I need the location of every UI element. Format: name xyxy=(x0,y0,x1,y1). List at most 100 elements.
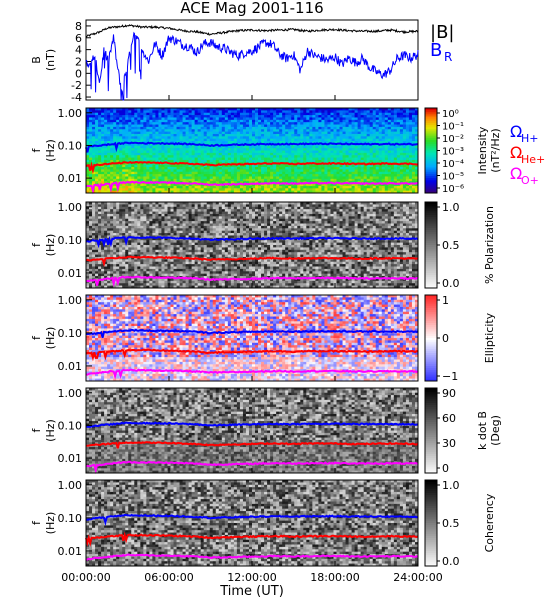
heatmap-cells-intensity xyxy=(86,108,419,194)
y-axis-label: f xyxy=(30,242,43,247)
colorbar-tick-label: 10⁰ xyxy=(442,109,459,120)
y-tick-label: 0.10 xyxy=(58,512,83,525)
colorbar-tick-label: 10⁻² xyxy=(442,134,464,145)
panel-coherency: 1.00 0.10 0.01 f (Hz) 1.0 0.5 0.0 Coherency xyxy=(30,479,496,568)
y-tick-label: 1.00 xyxy=(58,387,83,400)
legend-omega-subscript: O+ xyxy=(521,174,539,187)
y-axis-unit: (nT) xyxy=(44,49,57,71)
colorbar-tick-label: 0.5 xyxy=(442,239,460,252)
overlay-O-line xyxy=(85,180,419,195)
colorbar-tick-label: 90 xyxy=(442,387,456,400)
heatmap-cells-coherency xyxy=(86,480,419,567)
y-tick-label: 0.10 xyxy=(58,234,83,247)
legend-br-subscript: R xyxy=(444,50,452,64)
colorbar-coherency: 1.0 0.5 0.0 Coherency xyxy=(424,479,496,568)
y-tick-label: 1.00 xyxy=(58,294,83,307)
colorbar-tick-label: 60 xyxy=(442,412,456,425)
panel-polarization: 1.00 0.10 0.01 f (Hz) 1.0 0.5 0.0 % Polarization xyxy=(30,201,496,290)
y-tick-label: 0.01 xyxy=(58,360,83,373)
legend-omega-He: Ω xyxy=(510,143,522,162)
y-tick-label: 6 xyxy=(75,32,82,45)
colorbar-unit: (nT²/Hz) xyxy=(489,128,502,172)
colorbar-polarization: 1.0 0.5 0.0 % Polarization xyxy=(424,201,496,290)
colorbar-tick-label: 10⁻¹ xyxy=(442,122,464,133)
colorbar-intensity: 10⁰ 10⁻¹10⁻² 10⁻³10⁻⁴ 10⁻⁵10⁻⁶ Intensity (nT²… xyxy=(424,107,502,195)
y-axis-unit: (Hz) xyxy=(44,139,57,162)
field-legend: |B|B R xyxy=(430,22,454,64)
colorbar-label: Coherency xyxy=(483,493,496,552)
x-tick-label: 00:00:00 xyxy=(61,571,110,584)
colorbar-tick-label: 30 xyxy=(442,437,456,450)
y-axis-unit: (Hz) xyxy=(44,234,57,257)
y-axis-label: f xyxy=(30,520,43,525)
legend-br: B xyxy=(430,40,442,61)
x-tick-label: 18:00:00 xyxy=(310,571,359,584)
colorbar-tick-label: 10⁻⁴ xyxy=(442,159,464,170)
legend-omega-subscript: H+ xyxy=(521,132,539,145)
heatmap-cells-kdotb xyxy=(86,388,419,474)
colorbar-tick-label: 10⁻⁶ xyxy=(442,184,464,195)
y-axis-unit: (Hz) xyxy=(44,327,57,350)
heatmap-cells-polarization xyxy=(86,202,419,289)
panel-intensity: 1.00 0.10 0.01 f (Hz) 10⁰ 10⁻¹10⁻² 10⁻³10⁻⁴ 10⁻⁵… xyxy=(30,107,502,195)
y-tick-label: 0.01 xyxy=(58,172,83,185)
y-axis-label: f xyxy=(30,427,43,432)
overlay-H-line xyxy=(85,141,419,153)
y-tick-label: 1.00 xyxy=(58,479,83,492)
y-axis-unit: (Hz) xyxy=(44,512,57,535)
y-axis-label: f xyxy=(30,335,43,340)
overlay-He-line xyxy=(85,531,419,547)
overlay-He-line xyxy=(85,348,418,362)
heatmap-cells-ellipticity xyxy=(86,295,419,382)
colorbar-tick-label: −1 xyxy=(442,370,458,383)
y-tick-label: 0.10 xyxy=(58,327,83,340)
overlay-O-line xyxy=(85,368,419,380)
colorbar-label: % Polarization xyxy=(483,206,496,284)
panel-ellipticity: 1.00 0.10 0.01 f (Hz) 1 0 −1 Ellipticity xyxy=(30,294,496,383)
y-tick-label: 2 xyxy=(75,55,82,68)
x-tick-label: 06:00:00 xyxy=(144,571,193,584)
overlay-He-line xyxy=(85,160,419,175)
y-tick-label: 0.10 xyxy=(58,419,83,432)
y-tick-label: 1.00 xyxy=(58,201,83,214)
colorbar-tick-label: 1.0 xyxy=(442,201,460,214)
colorbar-unit: (Deg) xyxy=(489,415,502,446)
overlay-H-line xyxy=(85,328,419,339)
colorbar-tick-label: 0 xyxy=(442,332,449,345)
x-tick-label: 24:00:00 xyxy=(393,571,442,584)
colorbar-tick-label: 0.0 xyxy=(442,277,460,290)
overlay-He-line xyxy=(85,255,419,268)
x-tick-label: 12:00:00 xyxy=(227,571,276,584)
colorbar-frame xyxy=(424,387,438,474)
overlay-H-line xyxy=(85,235,419,249)
y-tick-label: 0.01 xyxy=(58,545,83,558)
legend-omega-H: Ω xyxy=(510,122,522,141)
y-axis-label: f xyxy=(30,147,43,152)
legend-bmag: |B| xyxy=(430,22,454,43)
series-line-br xyxy=(85,31,419,101)
colorbar-tick-label: 0.0 xyxy=(442,555,460,568)
chart-title: ACE Mag 2001-116 xyxy=(180,0,323,17)
overlay-He-line xyxy=(85,441,419,449)
overlay-H-line xyxy=(86,513,419,527)
colorbar-tick-label: 1 xyxy=(442,294,449,307)
x-axis-label: Time (UT) xyxy=(219,584,284,599)
y-tick-label: 0.01 xyxy=(58,452,83,465)
y-tick-label: 4 xyxy=(75,44,82,57)
y-tick-label: -2 xyxy=(71,79,82,92)
colorbar-label: Intensity xyxy=(476,126,489,174)
overlay-O-line xyxy=(85,553,419,561)
y-axis-label: B xyxy=(30,56,43,64)
y-tick-label: 1.00 xyxy=(58,107,83,120)
y-tick-label: 0.01 xyxy=(58,267,83,280)
overlay-H-line xyxy=(85,421,419,428)
series-line-bmag xyxy=(85,24,419,38)
time-axis: 00:00:00 06:00:00 12:00:00 18:00:00 24:00:00 xyxy=(61,95,443,584)
legend-omega-subscript: He+ xyxy=(521,153,545,166)
overlay-O-line xyxy=(85,460,419,475)
species-legend: ΩH+ΩHe+ΩO+ xyxy=(510,122,545,187)
overlay-O-line xyxy=(85,275,419,288)
legend-omega-O: Ω xyxy=(510,164,522,183)
